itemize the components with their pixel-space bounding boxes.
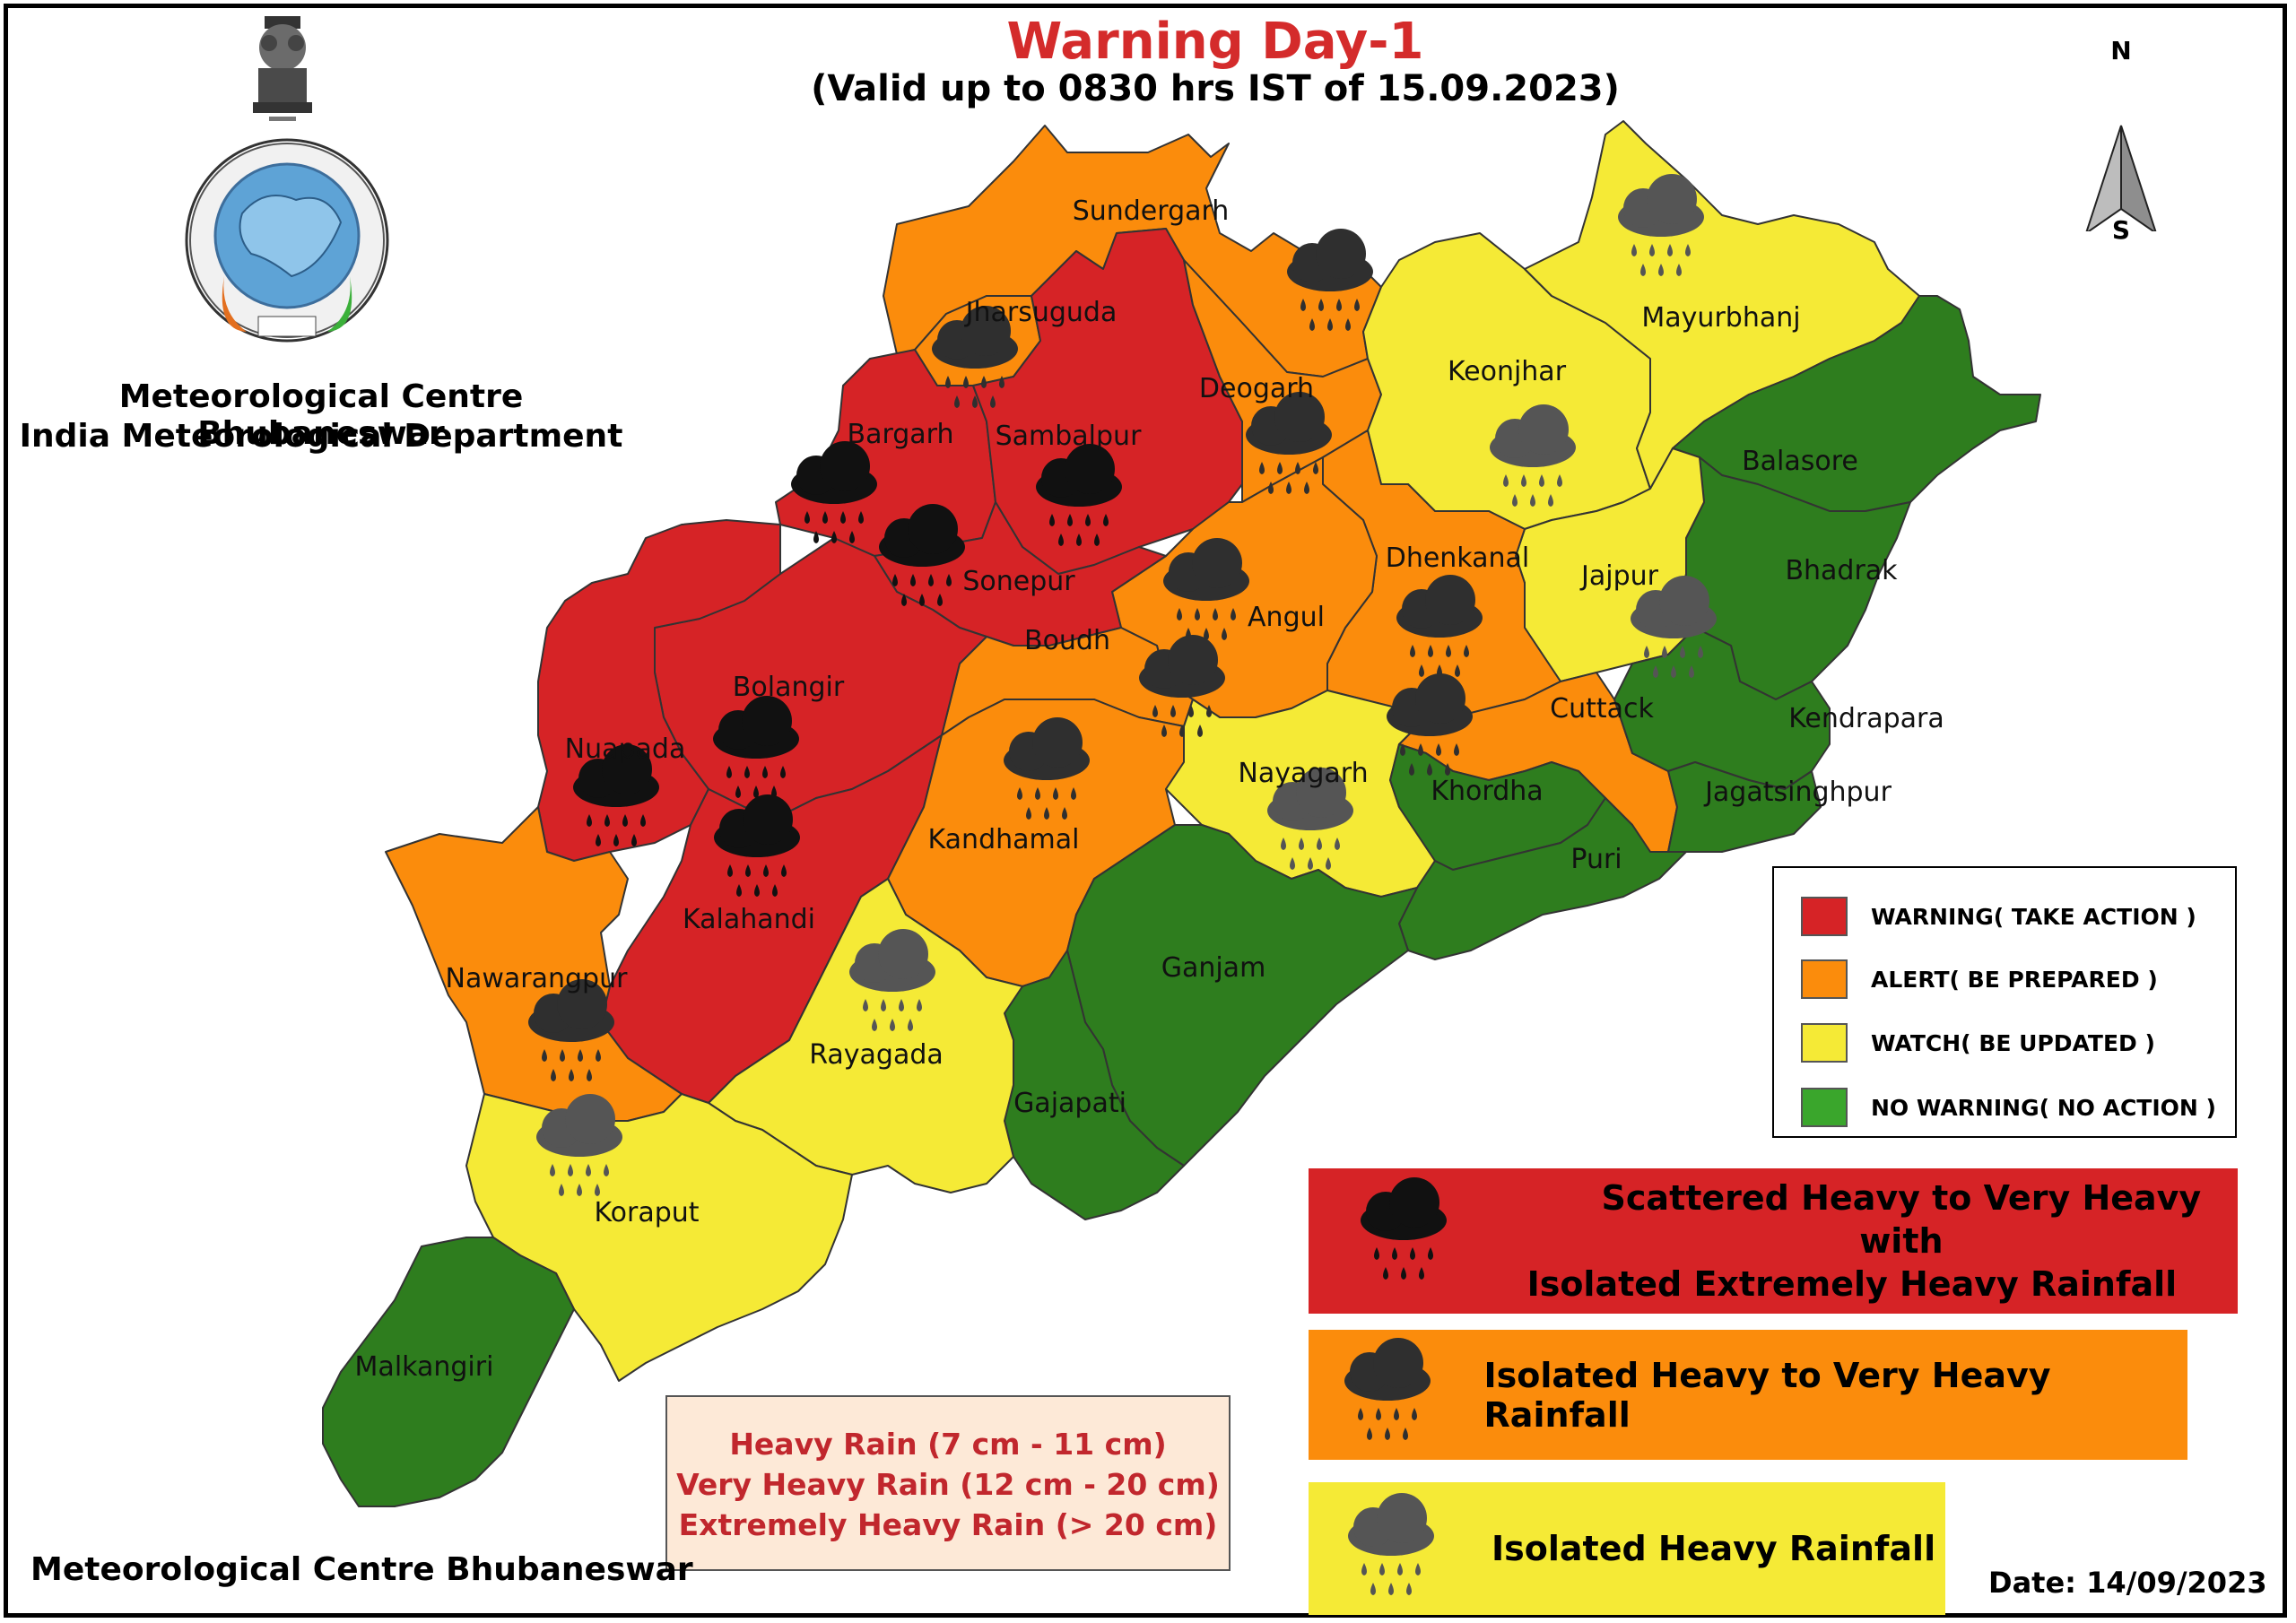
odisha-district-map: Sundergarh Jharsuguda Bargarh Sambalpur Deog… — [322, 120, 2041, 1507]
department-name: India Meteorological Department — [19, 418, 623, 455]
district-label-nayagarh: Nayagarh — [1238, 758, 1368, 789]
district-label-balasore: Balasore — [1742, 446, 1858, 477]
rain-band-text: Isolated Heavy Rainfall — [1492, 1529, 1936, 1568]
watch-rain-cloud-icon — [1348, 1493, 1434, 1595]
north-arrow-icon — [2085, 125, 2157, 231]
legend-swatch — [1801, 959, 1848, 999]
district-label-kalahandi: Kalahandi — [683, 904, 815, 935]
district-label-bolangir: Bolangir — [733, 672, 845, 703]
district-label-kendrapara: Kendrapara — [1788, 703, 1944, 734]
legend-item-no-warning: NO WARNING( NO ACTION ) — [1801, 1086, 2216, 1129]
org-name: Meteorological Centre Bhubaneswar — [118, 378, 524, 452]
district-label-angul: Angul — [1248, 602, 1325, 633]
district-label-cuttack: Cuttack — [1550, 693, 1654, 725]
district-nawarangpur — [385, 806, 683, 1122]
heavy-rain-cloud-icon — [1361, 1177, 1447, 1280]
rain-band-line1: Scattered Heavy to Very Heavy with — [1601, 1178, 2202, 1261]
district-label-jagatsinghpur: Jagatsinghpur — [1703, 777, 1892, 808]
district-label-nuapada: Nuapada — [565, 733, 686, 765]
district-label-koraput: Koraput — [594, 1197, 699, 1228]
district-label-bhadrak: Bhadrak — [1785, 555, 1898, 586]
district-label-rayagada: Rayagada — [809, 1039, 944, 1071]
district-label-mayurbhanj: Mayurbhanj — [1641, 302, 1800, 334]
district-label-sonepur: Sonepur — [962, 566, 1075, 597]
rainfall-scale-very-heavy: Very Heavy Rain (12 cm - 20 cm) — [676, 1467, 1220, 1502]
compass-south-label: S — [2111, 215, 2131, 245]
district-label-deogarh: Deogarh — [1199, 373, 1314, 404]
legend-swatch — [1801, 1088, 1848, 1127]
compass-north-label: N — [2110, 36, 2132, 65]
page-title: Warning Day-1 — [1006, 13, 1424, 71]
district-label-nawarangpur: Nawarangpur — [446, 963, 629, 994]
district-malkangiri — [322, 1237, 575, 1507]
district-label-boudh: Boudh — [1024, 625, 1110, 656]
validity-subtitle: (Valid up to 0830 hrs IST of 15.09.2023) — [811, 68, 1620, 109]
national-emblem-icon — [253, 16, 312, 121]
legend-label: NO WARNING( NO ACTION ) — [1871, 1094, 2216, 1121]
district-puri — [1398, 797, 1687, 960]
legend-item-alert: ALERT( BE PREPARED ) — [1801, 958, 2158, 1001]
map-frame — [4, 4, 2287, 1618]
legend-label: WARNING( TAKE ACTION ) — [1871, 903, 2196, 930]
legend-item-watch: WATCH( BE UPDATED ) — [1801, 1021, 2155, 1064]
district-label-gajapati: Gajapati — [1013, 1088, 1126, 1119]
rainfall-scale-box: Heavy Rain (7 cm - 11 cm) Very Heavy Rai… — [665, 1395, 1231, 1571]
rainfall-scale-extremely-heavy: Extremely Heavy Rain (> 20 cm) — [678, 1507, 1218, 1542]
district-label-jajpur: Jajpur — [1579, 560, 1659, 592]
issue-date: Date: 14/09/2023 — [1988, 1566, 2267, 1600]
district-label-sambalpur: Sambalpur — [996, 421, 1142, 452]
district-label-khordha: Khordha — [1431, 776, 1543, 807]
district-label-dhenkanal: Dhenkanal — [1386, 542, 1530, 574]
legend-item-warning: WARNING( TAKE ACTION ) — [1801, 895, 2196, 938]
imd-globe-seal-icon — [185, 138, 389, 343]
legend-swatch — [1801, 1023, 1848, 1063]
rainfall-scale-heavy: Heavy Rain (7 cm - 11 cm) — [729, 1427, 1167, 1462]
rain-band-extremely-heavy: Scattered Heavy to Very Heavy with Isola… — [1309, 1168, 2238, 1314]
orange-rain-cloud-icon — [1344, 1337, 1431, 1440]
legend-swatch — [1801, 897, 1848, 936]
rain-band-line2: Isolated Extremely Heavy Rainfall — [1526, 1264, 2178, 1304]
district-label-kandhamal: Kandhamal — [928, 824, 1080, 855]
district-label-bargarh: Bargarh — [847, 419, 953, 450]
rain-band-text: Isolated Heavy to Very Heavy Rainfall — [1483, 1355, 2051, 1435]
legend-label: ALERT( BE PREPARED ) — [1871, 966, 2158, 993]
district-label-ganjam: Ganjam — [1161, 952, 1266, 984]
district-rayagada — [708, 878, 1023, 1193]
imd-logo — [185, 16, 389, 343]
rain-band-heavy: Isolated Heavy Rainfall — [1309, 1482, 1945, 1615]
compass: N S — [2081, 36, 2161, 251]
legend-label: WATCH( BE UPDATED ) — [1871, 1029, 2155, 1056]
district-label-malkangiri: Malkangiri — [355, 1351, 494, 1383]
district-label-jharsuguda: Jharsuguda — [964, 297, 1118, 328]
warning-level-legend: WARNING( TAKE ACTION ) ALERT( BE PREPARE… — [1772, 866, 2237, 1138]
rain-band-very-heavy: Isolated Heavy to Very Heavy Rainfall — [1309, 1330, 2187, 1460]
district-label-puri: Puri — [1570, 844, 1622, 875]
district-label-keonjhar: Keonjhar — [1448, 356, 1567, 387]
footer-org-name: Meteorological Centre Bhubaneswar — [30, 1551, 693, 1588]
district-label-sundergarh: Sundergarh — [1073, 195, 1230, 227]
